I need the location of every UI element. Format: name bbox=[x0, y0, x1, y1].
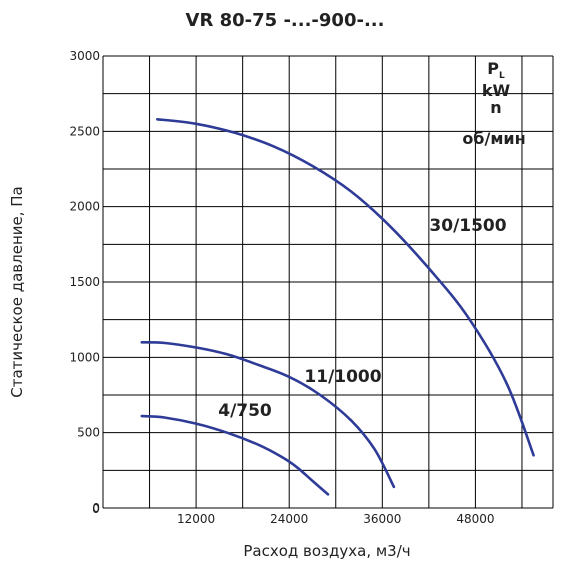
series-curves bbox=[140, 118, 535, 496]
legend-line: PL bbox=[487, 59, 505, 81]
x-tick-label: 24000 bbox=[270, 512, 308, 526]
series-labels: 30/1500 11/1000 4/750 bbox=[218, 216, 507, 421]
x-tick-label: 0 bbox=[92, 502, 100, 516]
y-tick-label: 0 bbox=[92, 501, 100, 515]
y-tick-label: 2000 bbox=[69, 200, 100, 214]
legend-subscript: L bbox=[499, 71, 505, 81]
series-line-4-750 bbox=[140, 414, 330, 496]
y-tick-label: 1500 bbox=[69, 275, 100, 289]
x-tick-label: 12000 bbox=[177, 512, 215, 526]
series-label-30-1500: 30/1500 bbox=[429, 216, 506, 236]
y-tick-label: 2500 bbox=[69, 124, 100, 138]
chart-title: VR 80-75 -...-900-... bbox=[186, 10, 385, 31]
series-label-4-750: 4/750 bbox=[218, 401, 272, 421]
legend-line: kW bbox=[482, 81, 511, 100]
x-axis-ticks: 0 12000 24000 36000 48000 bbox=[92, 502, 494, 526]
series-line-30-1500 bbox=[156, 118, 535, 457]
x-tick-label: 48000 bbox=[456, 512, 494, 526]
legend-line: n bbox=[490, 98, 501, 117]
y-tick-label: 1000 bbox=[69, 350, 100, 364]
y-axis-label: Статическое давление, Па bbox=[8, 186, 26, 397]
series-label-11-1000: 11/1000 bbox=[304, 367, 381, 387]
y-axis-ticks: 0 500 1000 1500 2000 2500 3000 bbox=[69, 49, 100, 515]
y-tick-label: 3000 bbox=[69, 49, 100, 63]
grid bbox=[102, 55, 554, 509]
legend-line: об/мин bbox=[462, 129, 525, 148]
y-tick-label: 500 bbox=[77, 426, 100, 440]
series-line-11-1000 bbox=[140, 341, 396, 489]
x-axis-label: Расход воздуха, м3/ч bbox=[243, 542, 410, 560]
x-tick-label: 36000 bbox=[363, 512, 401, 526]
